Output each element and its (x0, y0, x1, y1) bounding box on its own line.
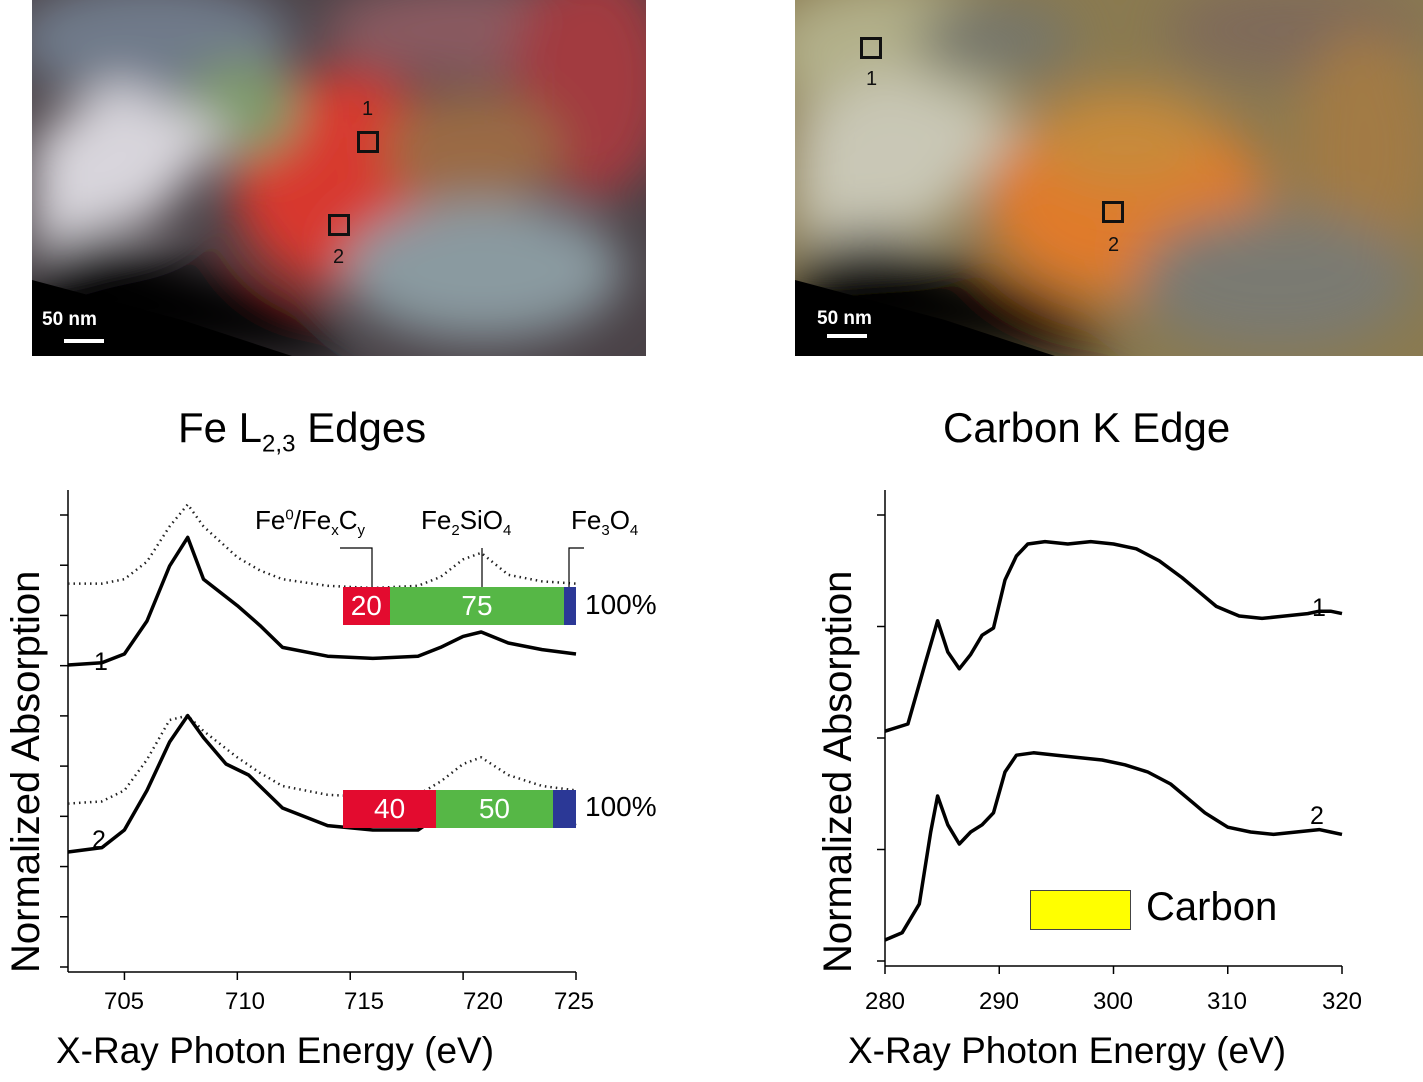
region-box-2 (1102, 201, 1124, 223)
carbon-x-axis-label: X-Ray Photon Energy (eV) (848, 1030, 1287, 1071)
carbon-x-tick: 310 (1206, 988, 1248, 1015)
composition-segment: 50 (436, 790, 553, 828)
fe-curve-label-2: 2 (92, 826, 106, 854)
composition-segment (564, 587, 576, 625)
scale-bar-label: 50 nm (42, 309, 97, 330)
composition-segment: 40 (343, 790, 437, 828)
carbon-chart-title: Carbon K Edge (943, 404, 1231, 451)
fe-x-tick: 705 (103, 988, 145, 1015)
region-label-2: 2 (333, 246, 345, 268)
region-box-2 (328, 214, 350, 236)
region-label-1: 1 (866, 68, 878, 90)
fe-x-axis-label: X-Ray Photon Energy (eV) (56, 1030, 495, 1071)
region-box-1 (860, 37, 882, 59)
composition-total-1: 100% (585, 589, 657, 620)
fe-x-tick: 710 (224, 988, 266, 1015)
fe-title-main: Fe L (178, 404, 263, 451)
phase-connector-1 (340, 547, 373, 587)
scale-bar-label: 50 nm (817, 308, 872, 329)
composition-segment (552, 790, 576, 828)
scale-bar (64, 339, 104, 343)
fe-title-subscript: 2,3 (262, 430, 296, 458)
scale-bar (827, 334, 867, 338)
region-label-2: 2 (1108, 234, 1120, 256)
legend-swatch-carbon (1030, 890, 1131, 930)
region-label-1: 1 (362, 98, 374, 120)
fe-x-tick: 715 (343, 988, 385, 1015)
carbon-x-tick: 320 (1321, 988, 1363, 1015)
phase-label-fayalite: Fe2SiO4 (421, 505, 512, 540)
fe-curve-label-1: 1 (94, 648, 108, 676)
fe-y-axis-label: Normalized Absorption (4, 570, 48, 973)
fe-series-line-2 (67, 713, 577, 854)
carbon-x-tick: 300 (1092, 988, 1134, 1015)
carbon-y-axis-label: Normalized Absorption (816, 570, 860, 973)
carbon-x-tick: 290 (978, 988, 1020, 1015)
fe-map-image: 1 2 50 nm (32, 0, 646, 356)
phase-label-magnetite: Fe3O4 (571, 505, 639, 540)
legend-label-carbon: Carbon (1146, 885, 1278, 929)
fe-chart-title: Fe L2,3 Edges (178, 404, 426, 458)
carbon-curve-label-2: 2 (1310, 802, 1324, 830)
carbon-map-image: 1 2 50 nm (795, 0, 1423, 356)
composition-segment: 20 (343, 587, 390, 625)
composition-total-2: 100% (585, 791, 657, 822)
fe-x-tick: 725 (553, 988, 595, 1015)
phase-label-fe-carbide: Fe0/FexCy (255, 505, 366, 540)
phase-connector-3 (568, 547, 584, 587)
fe-title-tail: Edges (295, 404, 427, 451)
fe-x-tick: 720 (462, 988, 504, 1015)
carbon-x-tick: 280 (864, 988, 906, 1015)
carbon-curve-label-1: 1 (1312, 594, 1326, 622)
composition-segment: 75 (389, 587, 565, 625)
region-box-1 (357, 131, 379, 153)
carbon-series-line-1 (884, 539, 1343, 733)
